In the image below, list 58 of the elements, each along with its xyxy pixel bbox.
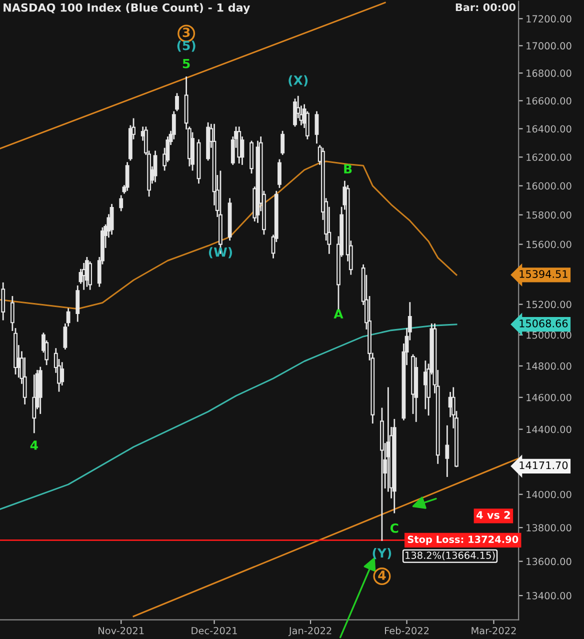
x-tick-label: Mar-2022 <box>472 626 516 634</box>
annotation: (5) <box>177 40 196 52</box>
annotation: (X) <box>288 75 308 86</box>
annotation: 3 <box>182 28 190 38</box>
y-tick-label: 15200.00 <box>526 300 572 308</box>
y-tick-label: 17200.00 <box>526 15 572 23</box>
chart-title: NASDAQ 100 Index (Blue Count) - 1 day <box>4 3 250 14</box>
x-tick-label: Jan-2022 <box>288 626 332 636</box>
candlestick <box>175 93 179 112</box>
annotation: 4 <box>30 440 38 450</box>
y-tick-label: 16000.00 <box>526 182 572 190</box>
candlestick <box>60 362 64 386</box>
candlestick <box>314 111 319 144</box>
annotation: 138.2%(13664.15) <box>406 551 495 560</box>
candlestick <box>278 159 282 188</box>
y-tick-label: 13600.00 <box>526 558 572 566</box>
y-tick-label: 16200.00 <box>526 154 572 161</box>
x-tick-label: Nov-2021 <box>98 626 144 634</box>
x-tick-label: Dec-2021 <box>192 626 237 634</box>
candlestick <box>293 98 297 127</box>
candlestick <box>125 162 130 191</box>
annotation: 4 vs 2 <box>476 511 510 519</box>
candlestick <box>88 261 92 290</box>
line-series <box>0 324 458 510</box>
ref-line-label: Stop Loss: 13724.90 <box>408 536 518 545</box>
candlestick <box>280 130 285 155</box>
y-tick-label: 16400.00 <box>526 125 572 133</box>
y-tick-label: 15000.00 <box>526 331 572 339</box>
x-tick-label: Feb-2022 <box>385 626 429 634</box>
candlestick <box>153 150 158 182</box>
candlestick <box>119 195 124 212</box>
annotation: C <box>390 523 398 533</box>
candlestick <box>76 285 80 322</box>
annotation: (W) <box>208 247 232 258</box>
y-tick-label: 13800.00 <box>526 524 572 532</box>
y-tick-label: 16800.00 <box>526 70 572 77</box>
y-tick-label: 14000.00 <box>526 490 572 498</box>
y-tick-label: 17000.00 <box>526 42 572 50</box>
annotation: Bar: 00:00 <box>456 3 516 12</box>
candlestick <box>1 282 6 320</box>
y-tick-label: 14800.00 <box>526 362 572 370</box>
y-tick-label: 15800.00 <box>526 211 572 219</box>
text: 15068.66 <box>520 319 568 328</box>
annotation: A <box>334 309 344 318</box>
y-tick-label: 15600.00 <box>526 240 572 248</box>
annotation: 4 <box>378 570 386 580</box>
y-tick-label: 14600.00 <box>526 394 572 402</box>
candlestick <box>110 204 114 235</box>
annotation: 5 <box>182 59 190 68</box>
text: 15394.51 <box>520 270 568 278</box>
y-tick-label: 16600.00 <box>526 97 572 105</box>
annotation: B <box>344 164 352 174</box>
annotation: (Y) <box>372 548 392 560</box>
y-tick-label: 14400.00 <box>526 426 572 434</box>
candlestick <box>10 296 14 331</box>
candlestick <box>445 425 450 477</box>
text: 14171.70 <box>520 461 568 470</box>
y-tick-label: 13400.00 <box>526 592 572 600</box>
